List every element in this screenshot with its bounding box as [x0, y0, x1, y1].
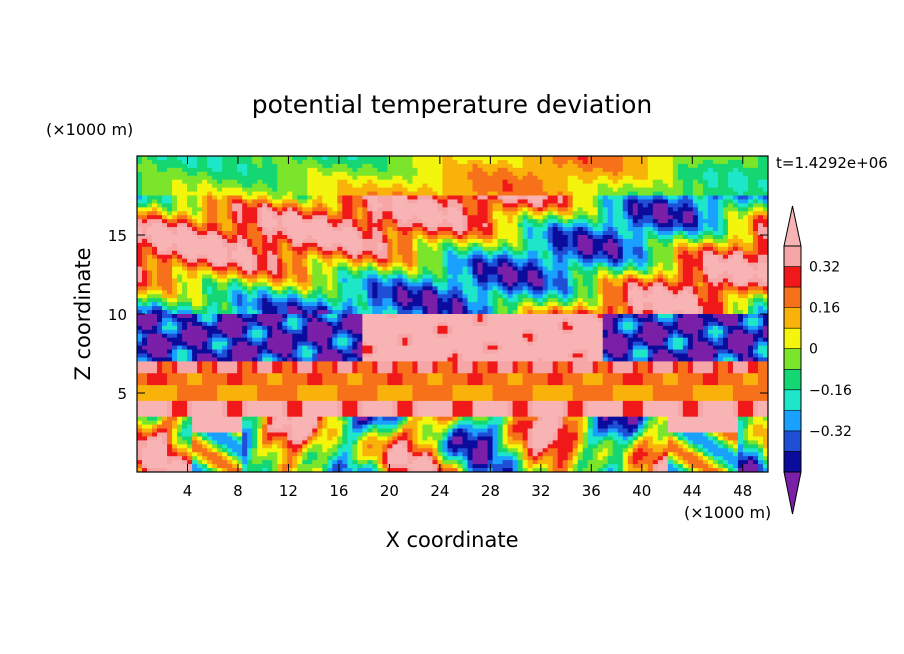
colorbar-band	[784, 287, 801, 308]
x-tick-label: 48	[733, 482, 752, 500]
y-tick-label: 5	[117, 385, 127, 403]
x-tick-label: 8	[233, 482, 243, 500]
x-tick-label: 36	[582, 482, 601, 500]
x-tick-label: 12	[279, 482, 298, 500]
colorbar-extend-min	[783, 471, 802, 515]
x-tick-label: 40	[632, 482, 651, 500]
colorbar-label: 0	[809, 342, 818, 358]
x-tick-label: 24	[430, 482, 449, 500]
y-unit-label: (×1000 m)	[46, 120, 133, 139]
heatmap-field	[137, 156, 768, 472]
colorbar: 0.32 0.16 0 −0.16 −0.32	[783, 205, 852, 515]
x-tick-label: 44	[683, 482, 702, 500]
colorbar-band	[784, 246, 801, 267]
colorbar-extend-max	[783, 205, 802, 247]
colorbar-band	[784, 410, 801, 432]
colorbar-band	[784, 389, 801, 411]
y-axis-label: Z coordinate	[71, 247, 95, 380]
colorbar-band	[784, 328, 801, 350]
x-axis-ticks: 4 8 12 16 20 24 28 32 36 40 44 48	[183, 156, 752, 500]
chart-title: potential temperature deviation	[252, 90, 652, 119]
x-axis-label: X coordinate	[385, 528, 518, 552]
time-label: t=1.4292e+06	[776, 154, 888, 172]
x-tick-label: 28	[481, 482, 500, 500]
colorbar-band	[784, 430, 801, 452]
y-tick-label: 15	[108, 227, 127, 245]
colorbar-band	[784, 369, 801, 391]
colorbar-band	[784, 307, 801, 329]
x-unit-label: (×1000 m)	[684, 503, 771, 522]
colorbar-label: −0.32	[809, 424, 852, 440]
colorbar-label: −0.16	[809, 383, 852, 399]
colorbar-label: 0.32	[809, 260, 840, 276]
y-axis-ticks: 5 10 15	[108, 227, 768, 403]
x-tick-label: 20	[380, 482, 399, 500]
colorbar-band	[784, 451, 801, 473]
x-tick-label: 16	[329, 482, 348, 500]
y-tick-label: 10	[108, 306, 127, 324]
colorbar-band	[784, 348, 801, 370]
x-tick-label: 32	[531, 482, 550, 500]
colorbar-band	[784, 266, 801, 288]
colorbar-label: 0.16	[809, 301, 840, 317]
x-tick-label: 4	[183, 482, 193, 500]
